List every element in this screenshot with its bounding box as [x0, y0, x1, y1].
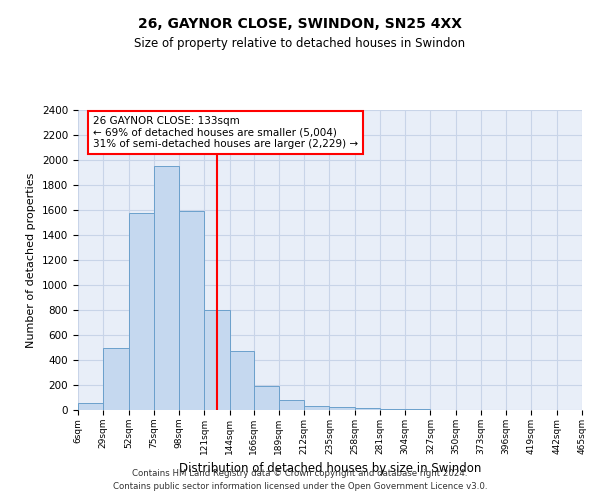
- Y-axis label: Number of detached properties: Number of detached properties: [26, 172, 37, 348]
- Bar: [230, 351, 254, 410]
- Bar: [179, 211, 204, 410]
- Bar: [304, 406, 329, 410]
- Bar: [78, 402, 103, 410]
- X-axis label: Distribution of detached houses by size in Swindon: Distribution of detached houses by size …: [179, 462, 481, 475]
- Text: 26 GAYNOR CLOSE: 133sqm
← 69% of detached houses are smaller (5,004)
31% of semi: 26 GAYNOR CLOSE: 133sqm ← 69% of detache…: [93, 116, 358, 149]
- Bar: [154, 166, 179, 410]
- Bar: [355, 408, 380, 410]
- Text: Contains HM Land Registry data © Crown copyright and database right 2024.: Contains HM Land Registry data © Crown c…: [132, 468, 468, 477]
- Bar: [103, 348, 128, 410]
- Bar: [279, 400, 304, 410]
- Bar: [254, 386, 279, 410]
- Bar: [128, 212, 154, 410]
- Bar: [329, 407, 355, 410]
- Text: Contains public sector information licensed under the Open Government Licence v3: Contains public sector information licen…: [113, 482, 487, 491]
- Text: 26, GAYNOR CLOSE, SWINDON, SN25 4XX: 26, GAYNOR CLOSE, SWINDON, SN25 4XX: [138, 18, 462, 32]
- Text: Size of property relative to detached houses in Swindon: Size of property relative to detached ho…: [134, 38, 466, 51]
- Bar: [204, 310, 230, 410]
- Bar: [380, 408, 405, 410]
